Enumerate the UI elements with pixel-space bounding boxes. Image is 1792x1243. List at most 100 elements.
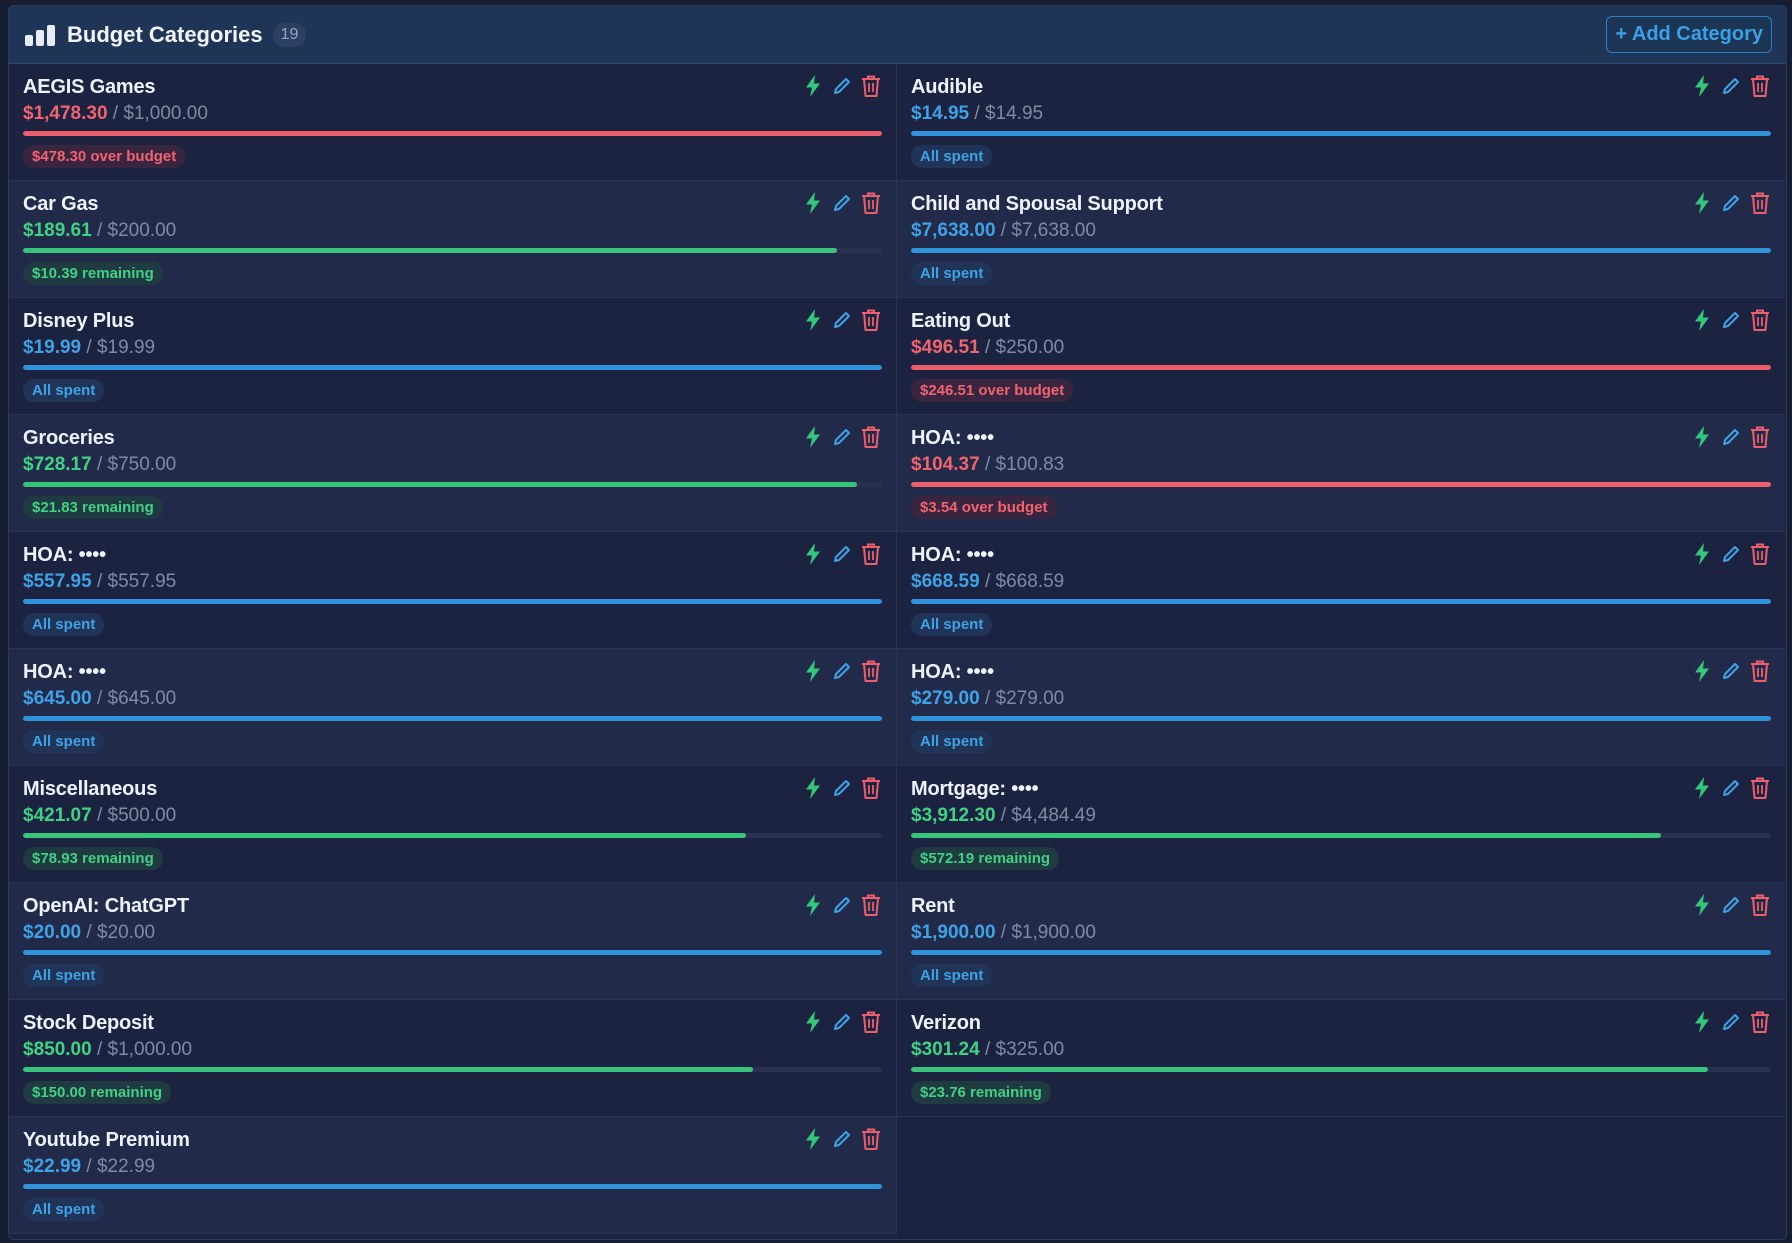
delete-button[interactable] [1749,73,1771,99]
card-actions [802,892,882,918]
budget-amount: $19.99 [96,337,156,358]
edit-button[interactable] [1720,73,1742,99]
pencil-icon [834,195,850,211]
delete-button[interactable] [1749,658,1771,684]
quick-add-button[interactable] [802,73,824,99]
edit-button[interactable] [831,1009,853,1035]
budget-amount: $14.95 [984,103,1044,124]
category-amounts: $3,912.30 / $4,484.49 [911,802,1771,830]
progress-track [23,599,882,604]
edit-button[interactable] [831,1126,853,1152]
delete-button[interactable] [860,73,882,99]
quick-add-button[interactable] [802,775,824,801]
category-card: HOA: •••• $668.59 / $668.59 All spent [897,532,1785,649]
add-category-button[interactable]: + Add Category [1606,16,1772,53]
edit-button[interactable] [831,775,853,801]
quick-add-button[interactable] [802,658,824,684]
spent-amount: $1,900.00 [911,922,996,943]
spent-amount: $279.00 [911,688,980,709]
edit-button[interactable] [831,658,853,684]
delete-button[interactable] [1749,541,1771,567]
spent-amount: $7,638.00 [911,220,996,241]
quick-add-button[interactable] [1691,73,1713,99]
edit-button[interactable] [1720,1009,1742,1035]
edit-button[interactable] [831,307,853,333]
category-name: HOA: •••• [911,544,994,566]
amount-separator: / [107,103,124,124]
status-badge: $10.39 remaining [23,262,163,285]
quick-add-button[interactable] [802,1126,824,1152]
delete-button[interactable] [860,1126,882,1152]
delete-button[interactable] [860,307,882,333]
card-actions [1691,424,1771,450]
delete-button[interactable] [860,1009,882,1035]
edit-button[interactable] [831,73,853,99]
category-name: Stock Deposit [23,1012,154,1034]
quick-add-button[interactable] [1691,1009,1713,1035]
edit-button[interactable] [831,424,853,450]
pencil-icon [834,429,850,445]
edit-button[interactable] [1720,658,1742,684]
card-actions [802,424,882,450]
spent-amount: $14.95 [911,103,970,124]
quick-add-button[interactable] [1691,541,1713,567]
status-badge: All spent [23,379,105,402]
bar-chart-icon [25,24,55,46]
quick-add-button[interactable] [802,190,824,216]
edit-button[interactable] [831,541,853,567]
edit-button[interactable] [1720,190,1742,216]
delete-button[interactable] [860,658,882,684]
delete-button[interactable] [860,541,882,567]
delete-button[interactable] [1749,424,1771,450]
edit-button[interactable] [1720,307,1742,333]
category-card: Disney Plus $19.99 / $19.99 All spent [9,298,897,415]
budget-amount: $20.00 [96,922,156,943]
status-badge: All spent [23,613,105,636]
status-badge: All spent [23,1198,105,1221]
edit-button[interactable] [1720,424,1742,450]
edit-button[interactable] [1720,541,1742,567]
delete-button[interactable] [1749,307,1771,333]
quick-add-button[interactable] [1691,892,1713,918]
amount-separator: / [81,1156,97,1177]
card-actions [1691,190,1771,216]
lightning-icon [806,660,820,682]
lightning-icon [806,75,820,97]
page-title: Budget Categories [67,21,263,47]
quick-add-button[interactable] [1691,190,1713,216]
spent-amount: $1,478.30 [23,103,108,124]
quick-add-button[interactable] [1691,424,1713,450]
category-name: Verizon [911,1012,981,1034]
delete-button[interactable] [1749,190,1771,216]
delete-button[interactable] [1749,775,1771,801]
delete-button[interactable] [860,775,882,801]
quick-add-button[interactable] [1691,658,1713,684]
quick-add-button[interactable] [802,307,824,333]
quick-add-button[interactable] [802,1009,824,1035]
quick-add-button[interactable] [1691,307,1713,333]
category-name: Rent [911,895,955,917]
edit-button[interactable] [831,892,853,918]
delete-button[interactable] [1749,1009,1771,1035]
card-actions [1691,892,1771,918]
quick-add-button[interactable] [1691,775,1713,801]
delete-button[interactable] [860,892,882,918]
amount-separator: / [995,220,1012,241]
quick-add-button[interactable] [802,892,824,918]
trash-icon [862,192,880,214]
edit-button[interactable] [1720,892,1742,918]
progress-fill [911,131,1771,136]
delete-button[interactable] [1749,892,1771,918]
progress-fill [23,716,882,721]
quick-add-button[interactable] [802,424,824,450]
delete-button[interactable] [860,424,882,450]
quick-add-button[interactable] [802,541,824,567]
progress-track [911,1067,1771,1072]
edit-button[interactable] [1720,775,1742,801]
delete-button[interactable] [860,190,882,216]
progress-fill [23,131,882,136]
spent-amount: $22.99 [23,1156,82,1177]
lightning-icon [1695,75,1709,97]
edit-button[interactable] [831,190,853,216]
category-card: Audible $14.95 / $14.95 All spent [897,64,1785,181]
